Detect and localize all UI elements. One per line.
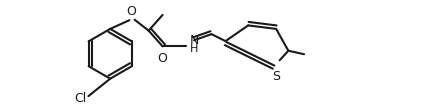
Text: Cl: Cl — [74, 92, 86, 105]
Text: S: S — [272, 70, 280, 83]
Text: H: H — [190, 44, 198, 54]
Text: N: N — [190, 34, 199, 47]
Text: O: O — [158, 52, 168, 66]
Text: O: O — [126, 5, 136, 18]
